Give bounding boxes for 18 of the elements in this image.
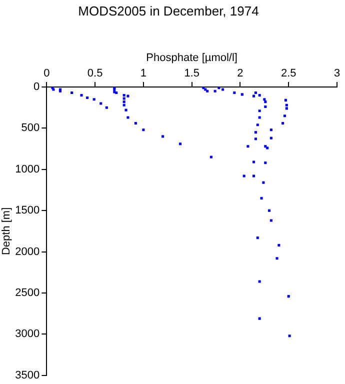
x-tick-label: 0 bbox=[44, 67, 50, 80]
y-tick-label: 1500 bbox=[15, 204, 40, 217]
y-tick-label: 3500 bbox=[15, 369, 40, 382]
y-tick-label: 2500 bbox=[15, 287, 40, 300]
x-tick-label: 1 bbox=[140, 67, 147, 80]
y-tick-label: 500 bbox=[21, 122, 40, 134]
y-axis-title: Depth [m] bbox=[0, 207, 13, 256]
y-tick-label: 2000 bbox=[15, 246, 40, 258]
y-tick-label: 1000 bbox=[15, 163, 40, 176]
chart-title: MODS2005 in December, 1974 bbox=[78, 3, 259, 18]
y-tick-label: 3000 bbox=[15, 328, 40, 340]
x-tick-label: 0.5 bbox=[87, 67, 103, 80]
x-tick-label: 3 bbox=[334, 67, 340, 80]
x-tick-label: 1.5 bbox=[184, 67, 200, 80]
x-tick-label: 2.5 bbox=[280, 67, 296, 80]
y-tick-label: 0 bbox=[34, 81, 40, 94]
x-axis-title: Phosphate [µmol/l] bbox=[146, 52, 238, 64]
x-tick-label: 2 bbox=[237, 67, 244, 80]
